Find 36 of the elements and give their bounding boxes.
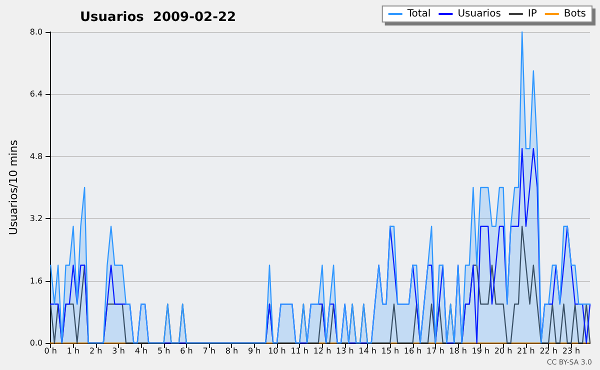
y-tick-label: 1.6	[30, 276, 43, 286]
x-tick-label: 10 h	[268, 346, 286, 356]
y-tick-label: 0.0	[30, 338, 43, 348]
x-tick-label: 3 h	[112, 346, 125, 356]
x-tick-label: 0 h	[44, 346, 57, 356]
legend-label: Total	[406, 8, 431, 20]
x-tick-label: 9 h	[248, 346, 261, 356]
x-tick-label: 15 h	[381, 346, 400, 356]
y-tick-label: 4.8	[30, 152, 43, 161]
x-tick-label: 19 h	[472, 346, 490, 356]
x-tick-label: 11 h	[290, 346, 308, 356]
x-tick-label: 7 h	[202, 346, 216, 356]
x-tick-label: 23 h	[562, 346, 580, 356]
x-tick-label: 20 h	[494, 346, 512, 356]
x-tick-label: 12 h	[313, 346, 332, 356]
x-tick-label: 5 h	[157, 346, 170, 356]
x-tick-label: 18 h	[449, 346, 467, 356]
chart-title: Usuarios 2009-02-22	[80, 10, 236, 25]
legend-label: IP	[528, 8, 537, 20]
y-axis-title: Usuarios/10 mins	[7, 140, 20, 236]
x-tick-label: 8 h	[225, 346, 238, 356]
legend-label: Usuarios	[458, 8, 501, 20]
x-tick-label: 21 h	[517, 346, 535, 356]
y-tick-label: 8.0	[30, 28, 43, 36]
x-tick-label: 1 h	[66, 346, 80, 356]
y-tick-label: 3.2	[30, 214, 43, 224]
x-tick-label: 22 h	[540, 346, 558, 356]
x-tick-label: 6 h	[180, 346, 193, 356]
x-tick-label: 13 h	[336, 346, 354, 356]
legend-label: Bots	[564, 8, 586, 20]
x-tick-label: 16 h	[404, 346, 422, 356]
x-tick-label: 2 h	[90, 346, 102, 356]
y-tick-label: 6.4	[30, 90, 43, 99]
x-tick-label: 14 h	[358, 346, 376, 356]
x-tick-label: 17 h	[426, 346, 444, 356]
x-tick-label: 4 h	[134, 346, 148, 356]
